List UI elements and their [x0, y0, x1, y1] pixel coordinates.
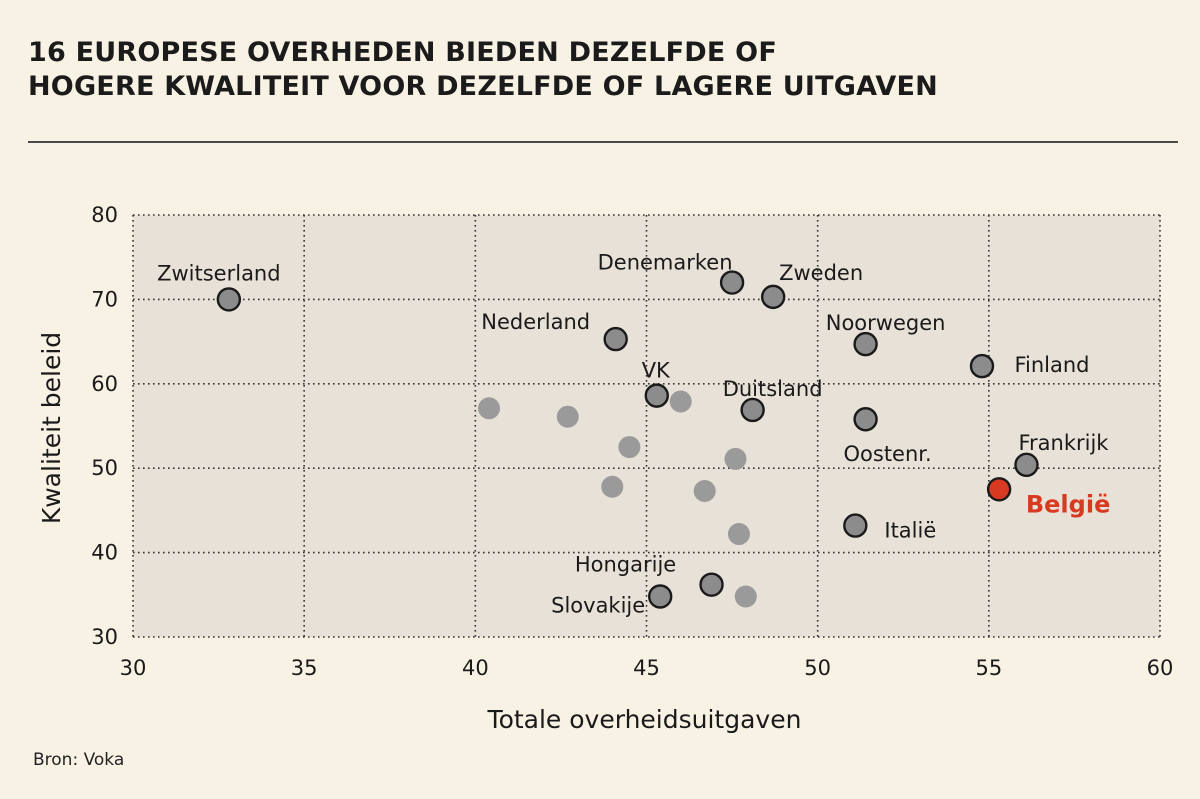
scatter-point-unlabeled — [693, 479, 716, 502]
scatter-point-unlabeled — [478, 397, 501, 420]
scatter-point-zwitserland — [216, 287, 242, 312]
point-label-itali-: Italië — [884, 519, 936, 543]
scatter-point-zweden — [760, 284, 786, 310]
y-tick-label: 60 — [91, 372, 118, 396]
point-label-slovakije: Slovakije — [551, 593, 645, 617]
point-label-denemarken: Denemarken — [598, 251, 733, 275]
scatter-point-oostenr- — [853, 407, 878, 432]
scatter-point-unlabeled — [724, 447, 747, 470]
point-label-noorwegen: Noorwegen — [826, 311, 946, 335]
y-axis-ticks: 30 40 50 60 70 80 — [91, 203, 118, 649]
source-note: Bron: Voka — [33, 750, 125, 770]
point-label-nederland: Nederland — [481, 310, 590, 334]
scatter-point-unlabeled — [601, 475, 624, 498]
y-tick-label: 50 — [91, 456, 118, 480]
scatter-point-vk — [644, 383, 669, 408]
scatter-point-hongarije — [699, 572, 724, 597]
scatter-chart: 30 35 40 45 50 55 60 30 40 50 60 70 80 Totale overh… — [37, 203, 1174, 734]
scatter-point-slovakije — [647, 584, 673, 609]
labeled-points — [216, 270, 1039, 609]
y-tick-label: 80 — [91, 203, 118, 227]
scatter-point-unlabeled — [556, 405, 579, 428]
point-label-belgi-: België — [1026, 490, 1110, 518]
scatter-point-frankrijk — [1014, 452, 1039, 478]
scatter-point-denemarken — [719, 270, 745, 295]
x-tick-label: 50 — [804, 656, 831, 680]
x-tick-label: 60 — [1147, 656, 1174, 680]
title-divider — [28, 141, 1178, 143]
y-axis-label: Kwaliteit beleid — [37, 332, 66, 524]
unlabeled-points — [478, 390, 757, 608]
scatter-point-unlabeled — [734, 585, 757, 608]
scatter-point-nederland — [603, 326, 628, 352]
point-label-zwitserland: Zwitserland — [157, 261, 280, 285]
point-label-zweden: Zweden — [779, 261, 863, 285]
scatter-point-duitsland — [740, 397, 765, 423]
x-tick-label: 45 — [633, 656, 660, 680]
x-tick-label: 30 — [120, 656, 147, 680]
scatter-point-unlabeled — [669, 390, 692, 413]
point-labels: Zwitserland Denemarken Zweden Nederland Noor… — [157, 251, 1110, 618]
scatter-point-noorwegen — [853, 331, 878, 357]
point-label-oostenr-: Oostenr. — [844, 442, 932, 466]
x-tick-label: 40 — [462, 656, 489, 680]
x-tick-label: 55 — [975, 656, 1002, 680]
y-tick-label: 40 — [91, 541, 118, 565]
x-tick-label: 35 — [291, 656, 318, 680]
x-axis-label: Totale overheidsuitgaven — [487, 705, 802, 734]
point-label-finland: Finland — [1014, 353, 1089, 377]
scatter-point-finland — [969, 353, 995, 379]
scatter-point-itali- — [843, 513, 868, 538]
grid-lines — [132, 214, 1161, 638]
point-label-frankrijk: Frankrijk — [1018, 431, 1109, 455]
x-axis-ticks: 30 35 40 45 50 55 60 — [120, 656, 1174, 680]
y-tick-label: 30 — [91, 625, 118, 649]
scatter-point-belgi- — [986, 477, 1012, 502]
point-label-hongarije: Hongarije — [575, 553, 676, 577]
y-tick-label: 70 — [91, 287, 118, 311]
chart-title-line-1: 16 EUROPESE OVERHEDEN BIEDEN DEZELFDE OF — [28, 37, 777, 68]
point-label-vk: VK — [642, 359, 671, 383]
chart-title: 16 EUROPESE OVERHEDEN BIEDEN DEZELFDE OF… — [28, 36, 1178, 104]
scatter-point-unlabeled — [618, 436, 641, 459]
scatter-point-unlabeled — [727, 523, 750, 546]
point-label-duitsland: Duitsland — [723, 377, 823, 401]
chart-title-line-2: HOGERE KWALITEIT VOOR DEZELFDE OF LAGERE… — [28, 71, 938, 102]
